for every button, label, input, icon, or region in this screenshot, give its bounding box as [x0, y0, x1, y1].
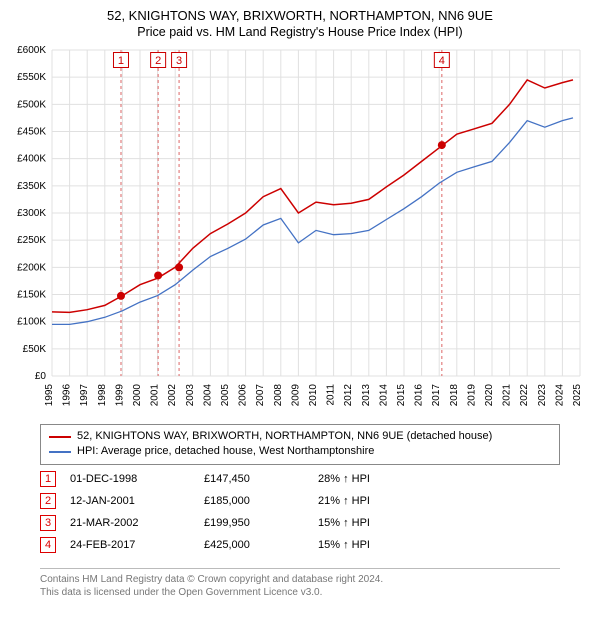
svg-text:2012: 2012 [343, 384, 354, 407]
marker-label-2: 2 [40, 493, 56, 509]
table-row: 3 21-MAR-2002 £199,950 15% ↑ HPI [40, 512, 560, 534]
svg-text:2002: 2002 [167, 384, 178, 407]
svg-text:£0: £0 [35, 371, 47, 382]
txn-price: £425,000 [204, 539, 304, 551]
svg-text:1997: 1997 [79, 384, 90, 407]
svg-text:2020: 2020 [484, 384, 495, 407]
legend-label-property: 52, KNIGHTONS WAY, BRIXWORTH, NORTHAMPTO… [77, 429, 492, 444]
txn-pct: 15% ↑ HPI [318, 539, 438, 551]
svg-text:1998: 1998 [97, 384, 108, 407]
svg-text:2: 2 [155, 55, 161, 67]
footer-line-2: This data is licensed under the Open Gov… [40, 586, 560, 599]
svg-text:2006: 2006 [238, 384, 249, 407]
svg-text:£550K: £550K [17, 72, 46, 83]
svg-text:1995: 1995 [44, 384, 55, 407]
license-footer: Contains HM Land Registry data © Crown c… [40, 568, 560, 599]
chart-area: 1234 £0£50K£100K£150K£200K£250K£300K£350… [52, 50, 580, 400]
txn-price: £185,000 [204, 495, 304, 507]
svg-text:2000: 2000 [132, 384, 143, 407]
marker-label-4: 4 [40, 537, 56, 553]
svg-text:4: 4 [439, 55, 445, 67]
legend-swatch-property [49, 436, 71, 438]
svg-text:2018: 2018 [449, 384, 460, 407]
svg-text:£500K: £500K [17, 99, 46, 110]
svg-text:2025: 2025 [572, 384, 583, 407]
svg-text:2007: 2007 [255, 384, 266, 407]
svg-text:2009: 2009 [290, 384, 301, 407]
transactions-table: 1 01-DEC-1998 £147,450 28% ↑ HPI 2 12-JA… [40, 468, 560, 556]
svg-text:2008: 2008 [273, 384, 284, 407]
txn-date: 01-DEC-1998 [70, 473, 190, 485]
svg-text:£400K: £400K [17, 154, 46, 165]
svg-text:2005: 2005 [220, 384, 231, 407]
svg-text:£300K: £300K [17, 208, 46, 219]
marker-label-1: 1 [40, 471, 56, 487]
legend-label-hpi: HPI: Average price, detached house, West… [77, 444, 374, 459]
svg-text:1999: 1999 [114, 384, 125, 407]
chart-svg: 1234 £0£50K£100K£150K£200K£250K£300K£350… [52, 50, 580, 400]
svg-text:2010: 2010 [308, 384, 319, 407]
svg-text:2014: 2014 [378, 384, 389, 407]
page-root: 52, KNIGHTONS WAY, BRIXWORTH, NORTHAMPTO… [0, 0, 600, 620]
chart-title-block: 52, KNIGHTONS WAY, BRIXWORTH, NORTHAMPTO… [0, 0, 600, 43]
legend-box: 52, KNIGHTONS WAY, BRIXWORTH, NORTHAMPTO… [40, 424, 560, 465]
svg-text:2023: 2023 [537, 384, 548, 407]
legend-swatch-hpi [49, 451, 71, 453]
svg-text:2016: 2016 [414, 384, 425, 407]
svg-text:£450K: £450K [17, 127, 46, 138]
svg-text:2019: 2019 [466, 384, 477, 407]
svg-text:2001: 2001 [150, 384, 161, 407]
legend-item-property: 52, KNIGHTONS WAY, BRIXWORTH, NORTHAMPTO… [49, 429, 551, 444]
txn-pct: 21% ↑ HPI [318, 495, 438, 507]
txn-date: 21-MAR-2002 [70, 517, 190, 529]
svg-text:£250K: £250K [17, 235, 46, 246]
svg-text:£50K: £50K [23, 344, 47, 355]
legend-item-hpi: HPI: Average price, detached house, West… [49, 444, 551, 459]
table-row: 4 24-FEB-2017 £425,000 15% ↑ HPI [40, 534, 560, 556]
txn-date: 12-JAN-2001 [70, 495, 190, 507]
svg-text:2021: 2021 [502, 384, 513, 407]
txn-pct: 28% ↑ HPI [318, 473, 438, 485]
txn-price: £199,950 [204, 517, 304, 529]
svg-text:2004: 2004 [202, 384, 213, 407]
footer-line-1: Contains HM Land Registry data © Crown c… [40, 573, 560, 586]
table-row: 1 01-DEC-1998 £147,450 28% ↑ HPI [40, 468, 560, 490]
chart-title-address: 52, KNIGHTONS WAY, BRIXWORTH, NORTHAMPTO… [8, 8, 592, 23]
svg-text:2017: 2017 [431, 384, 442, 407]
txn-date: 24-FEB-2017 [70, 539, 190, 551]
marker-label-3: 3 [40, 515, 56, 531]
txn-price: £147,450 [204, 473, 304, 485]
svg-text:2003: 2003 [185, 384, 196, 407]
chart-subtitle: Price paid vs. HM Land Registry's House … [8, 25, 592, 39]
svg-text:2022: 2022 [519, 384, 530, 407]
svg-text:2011: 2011 [326, 384, 337, 406]
svg-text:1996: 1996 [62, 384, 73, 407]
svg-text:2015: 2015 [396, 384, 407, 407]
svg-text:£100K: £100K [17, 317, 46, 328]
svg-text:£200K: £200K [17, 262, 46, 273]
svg-text:2013: 2013 [361, 384, 372, 407]
svg-text:£350K: £350K [17, 181, 46, 192]
svg-text:£150K: £150K [17, 290, 46, 301]
table-row: 2 12-JAN-2001 £185,000 21% ↑ HPI [40, 490, 560, 512]
svg-text:2024: 2024 [554, 384, 565, 407]
txn-pct: 15% ↑ HPI [318, 517, 438, 529]
svg-text:£600K: £600K [17, 45, 46, 56]
svg-text:3: 3 [176, 55, 182, 67]
svg-text:1: 1 [118, 55, 124, 67]
